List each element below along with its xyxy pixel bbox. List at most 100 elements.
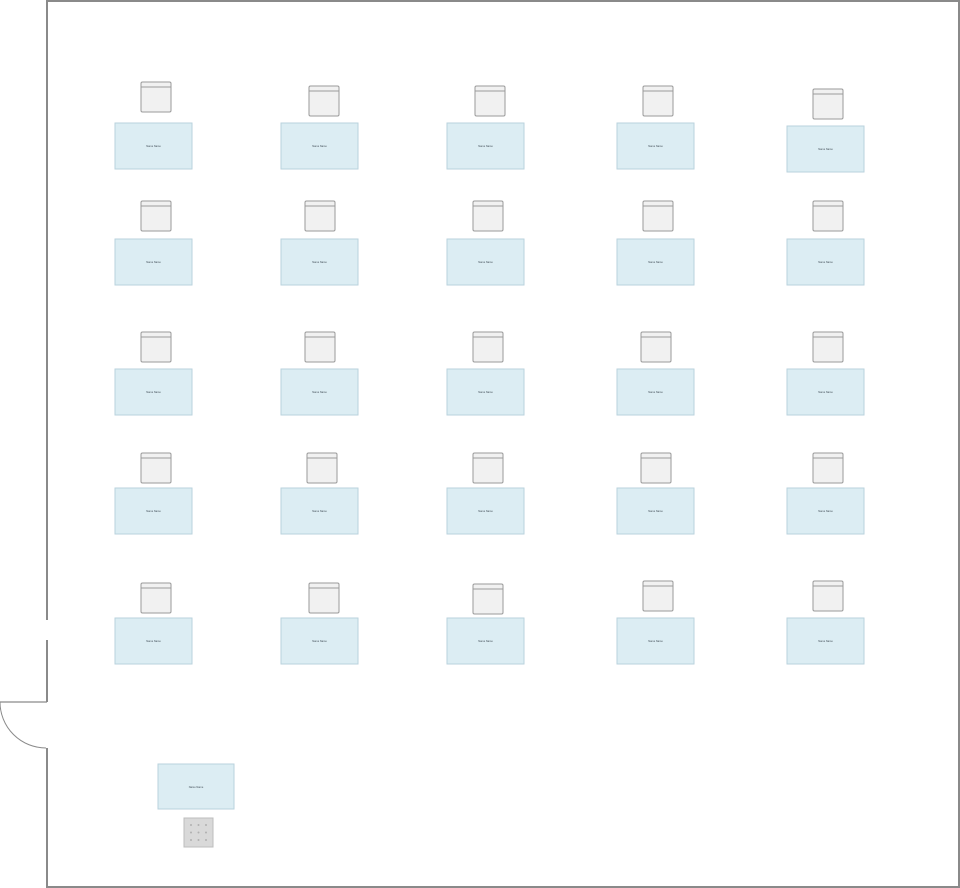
desk[interactable]: [446, 487, 525, 535]
desk[interactable]: [786, 238, 865, 286]
desk[interactable]: [446, 368, 525, 416]
desk-station: Name Name: [114, 81, 193, 170]
desk-station: Name Name: [786, 580, 865, 665]
desk-label: Name Name: [312, 390, 327, 394]
desk-label: Name Name: [146, 390, 161, 394]
desk-station: Name Name: [280, 200, 359, 286]
desk[interactable]: [280, 368, 359, 416]
desk[interactable]: [280, 617, 359, 665]
desk[interactable]: [114, 487, 193, 535]
desk-label: Name Name: [478, 144, 493, 148]
chair-icon[interactable]: [640, 331, 672, 363]
desk[interactable]: [786, 125, 865, 173]
teacher-chair-dot: [190, 824, 192, 826]
teacher-desk-label: Name Name: [189, 785, 204, 789]
desk-label: Name Name: [818, 639, 833, 643]
desk-station: Name Name: [616, 200, 695, 286]
room-walls: [46, 0, 960, 888]
teacher-chair-dot: [205, 831, 207, 834]
chair-icon[interactable]: [140, 452, 172, 484]
desk-station: Name Name: [114, 582, 193, 665]
desk-label: Name Name: [146, 509, 161, 513]
desk-station: Name Name: [786, 200, 865, 286]
desk-label: Name Name: [648, 509, 663, 513]
desk[interactable]: [114, 238, 193, 286]
desk[interactable]: [446, 238, 525, 286]
chair-icon[interactable]: [642, 580, 674, 612]
desk-station: Name Name: [280, 582, 359, 665]
desk-station: Name Name: [446, 200, 525, 286]
office-chair-icon[interactable]: [183, 817, 214, 848]
chair-icon[interactable]: [472, 583, 504, 615]
desk-label: Name Name: [312, 509, 327, 513]
desk-station: Name Name: [280, 85, 359, 170]
chair-icon[interactable]: [472, 200, 504, 232]
desk-station: Name Name: [446, 583, 525, 665]
chair-icon[interactable]: [308, 582, 340, 614]
chair-icon[interactable]: [304, 200, 336, 232]
desk-label: Name Name: [478, 390, 493, 394]
chair-icon[interactable]: [140, 582, 172, 614]
desk-station: Name Name: [616, 85, 695, 170]
desk-label: Name Name: [818, 260, 833, 264]
desk-station: Name Name: [280, 331, 359, 416]
chair-icon[interactable]: [306, 452, 338, 484]
desk[interactable]: [786, 368, 865, 416]
chair-icon[interactable]: [642, 200, 674, 232]
desk[interactable]: [616, 487, 695, 535]
desk-station: Name Name: [786, 331, 865, 416]
chair-icon[interactable]: [308, 85, 340, 117]
teacher-desk[interactable]: [157, 763, 235, 810]
desk[interactable]: [280, 487, 359, 535]
desk-station: Name Name: [616, 331, 695, 416]
desk[interactable]: [114, 368, 193, 416]
chair-icon[interactable]: [140, 331, 172, 363]
desk-station: Name Name: [114, 331, 193, 416]
chair-icon[interactable]: [472, 331, 504, 363]
desk-station: Name Name: [446, 331, 525, 416]
chair-icon[interactable]: [812, 580, 844, 612]
desk-station: Name Name: [114, 452, 193, 535]
desk[interactable]: [616, 122, 695, 170]
wall-outline: [46, 0, 960, 888]
chair-icon[interactable]: [640, 452, 672, 484]
desk[interactable]: [616, 617, 695, 665]
desk-label: Name Name: [818, 509, 833, 513]
chair-icon[interactable]: [812, 452, 844, 484]
chair-icon[interactable]: [474, 85, 506, 117]
desk[interactable]: [280, 122, 359, 170]
teacher-chair-dot: [197, 824, 200, 826]
desk[interactable]: [446, 617, 525, 665]
desk-label: Name Name: [312, 639, 327, 643]
desk[interactable]: [446, 122, 525, 170]
chair-icon[interactable]: [140, 200, 172, 232]
desk[interactable]: [786, 487, 865, 535]
desk[interactable]: [280, 238, 359, 286]
desk[interactable]: [786, 617, 865, 665]
teacher-chair-dot: [197, 831, 200, 834]
chair-icon[interactable]: [304, 331, 336, 363]
desk-label: Name Name: [146, 144, 161, 148]
desk-label: Name Name: [818, 390, 833, 394]
desk-label: Name Name: [312, 144, 327, 148]
chair-icon[interactable]: [812, 88, 844, 120]
chair-icon[interactable]: [812, 200, 844, 232]
chair-icon[interactable]: [642, 85, 674, 117]
desk[interactable]: [114, 617, 193, 665]
desk-label: Name Name: [648, 144, 663, 148]
desk-station: Name Name: [616, 580, 695, 665]
teacher-chair-dot: [190, 839, 192, 841]
desk-label: Name Name: [478, 509, 493, 513]
chair-icon[interactable]: [140, 81, 172, 113]
desk-station: Name Name: [616, 452, 695, 535]
chair-icon[interactable]: [812, 331, 844, 363]
desk-station: Name Name: [786, 88, 865, 173]
chair-icon[interactable]: [472, 452, 504, 484]
desk-label: Name Name: [478, 260, 493, 264]
teacher-station: Name Name: [157, 763, 235, 848]
desk-station: Name Name: [786, 452, 865, 535]
desk[interactable]: [616, 368, 695, 416]
desk[interactable]: [114, 122, 193, 170]
desk[interactable]: [616, 238, 695, 286]
desk-station: Name Name: [114, 200, 193, 286]
